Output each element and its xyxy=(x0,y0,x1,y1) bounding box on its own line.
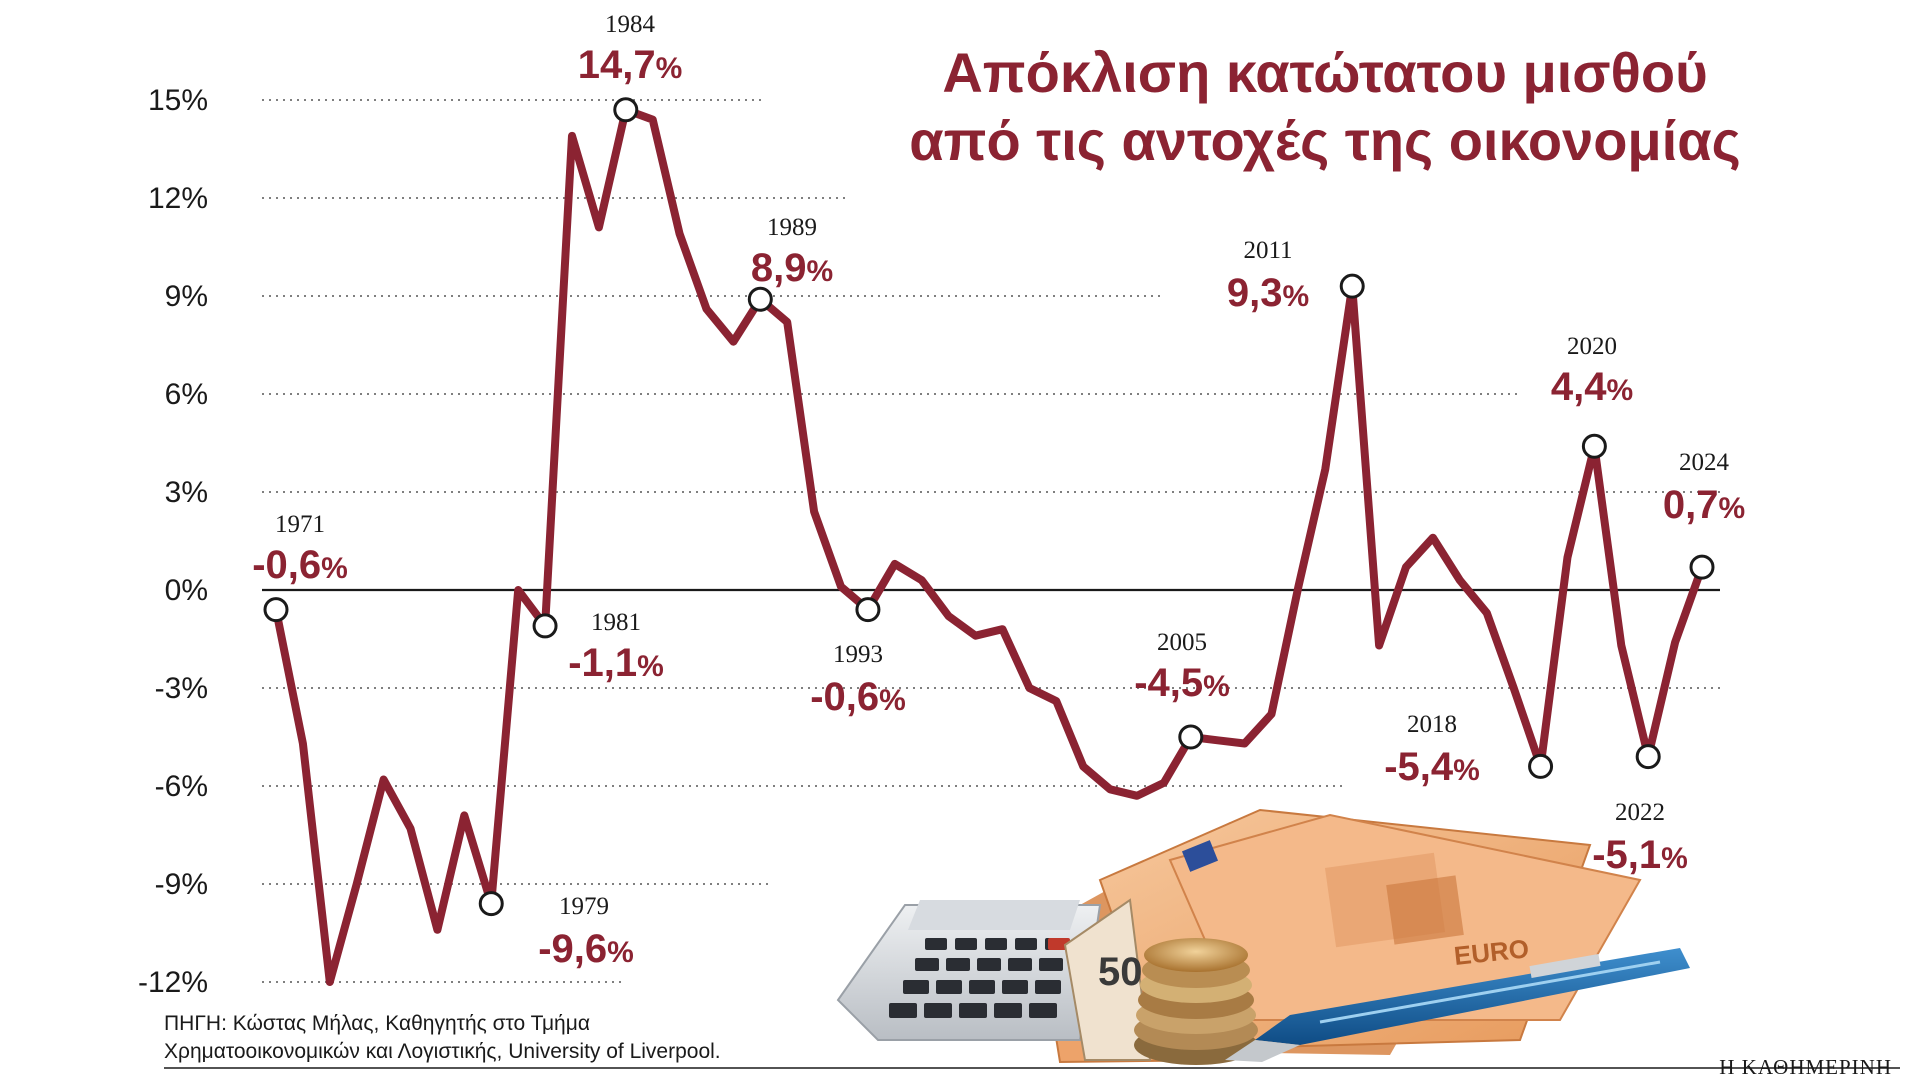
annotation-number: -9,6 xyxy=(538,927,607,971)
annotation-year-1979: 1979 xyxy=(559,893,609,920)
annotation-number: -0,6 xyxy=(810,675,879,719)
annotation-year-2024: 2024 xyxy=(1679,449,1730,476)
annotation-pct: % xyxy=(321,552,348,585)
annotation-year-2005: 2005 xyxy=(1157,629,1207,656)
annotation-pct: % xyxy=(637,650,664,683)
annotation-number: -5,4 xyxy=(1384,745,1454,789)
banknote-value: 50 xyxy=(1098,950,1143,994)
annotation-year-1993: 1993 xyxy=(833,641,883,668)
pen-icon xyxy=(1225,948,1690,1062)
annotation-number: -4,5 xyxy=(1134,661,1203,705)
y-tick-label: -6% xyxy=(155,770,208,803)
y-tick-label: 9% xyxy=(165,280,208,313)
annotation-value-1993: -0,6% xyxy=(810,675,906,719)
y-tick-label: -9% xyxy=(155,868,208,901)
annotation-number: 8,9 xyxy=(751,246,807,290)
annotation-value-2018: -5,4% xyxy=(1384,745,1480,789)
annotation-pct: % xyxy=(1606,374,1633,407)
money-illustration: EURO 50 xyxy=(836,808,1690,1065)
annotation-pct: % xyxy=(656,52,683,85)
marker-2018 xyxy=(1528,753,1554,779)
y-tick-label: -12% xyxy=(138,966,208,999)
annotation-year-1981: 1981 xyxy=(591,609,641,636)
y-tick-label: 12% xyxy=(148,182,208,215)
annotation-year-1971: 1971 xyxy=(275,511,325,538)
annotation-year-2022: 2022 xyxy=(1615,799,1665,826)
annotation-pct: % xyxy=(879,684,906,717)
annotation-pct: % xyxy=(1718,492,1745,525)
annotation-value-2020: 4,4% xyxy=(1551,365,1633,409)
chart-title-line-1: Απόκλιση κατώτατου μισθού xyxy=(942,41,1707,104)
annotation-pct: % xyxy=(1203,670,1230,703)
annotation-value-1981: -1,1% xyxy=(568,641,664,685)
annotation-number: -5,1 xyxy=(1592,833,1661,877)
annotation-value-1989: 8,9% xyxy=(751,246,833,290)
annotation-pct: % xyxy=(806,255,833,288)
marker-2022 xyxy=(1635,744,1661,770)
annotation-year-1989: 1989 xyxy=(767,214,817,241)
annotations: 1971 -0,6% 1979 -9,6% 1981 -1,1% 1984 14… xyxy=(252,11,1745,971)
annotation-value-1984: 14,7% xyxy=(578,43,683,87)
annotation-year-2018: 2018 xyxy=(1407,711,1457,738)
annotation-pct: % xyxy=(1661,842,1688,875)
y-tick-label: 6% xyxy=(165,378,208,411)
calculator-icon xyxy=(836,900,1102,1041)
annotation-year-2011: 2011 xyxy=(1243,237,1292,264)
marker-1981 xyxy=(532,613,558,639)
annotation-number: 4,4 xyxy=(1551,365,1607,409)
marker-1989 xyxy=(747,286,773,312)
annotation-value-2011: 9,3% xyxy=(1227,271,1309,315)
marker-1984 xyxy=(613,97,639,123)
annotation-number: 9,3 xyxy=(1227,271,1283,315)
chart-title-line-2: από τις αντοχές της οικονομίας xyxy=(909,109,1741,172)
fifty-note-icon: 50 xyxy=(1063,898,1152,1061)
source-line-1: ΠΗΓΗ: Κώστας Μήλας, Καθηγητής στο Τμήμα xyxy=(164,1012,590,1035)
annotation-pct: % xyxy=(1282,280,1309,313)
y-tick-label: -3% xyxy=(155,672,208,705)
annotation-number: -1,1 xyxy=(568,641,637,685)
coins-icon xyxy=(1134,938,1258,1065)
marker-2020 xyxy=(1581,433,1607,459)
marker-1971 xyxy=(263,597,289,623)
y-tick-label: 15% xyxy=(148,84,208,117)
y-tick-label: 3% xyxy=(165,476,208,509)
annotation-value-2005: -4,5% xyxy=(1134,661,1230,705)
annotation-value-2022: -5,1% xyxy=(1592,833,1688,877)
annotation-pct: % xyxy=(1453,754,1480,787)
marker-2011 xyxy=(1339,273,1365,299)
annotation-value-2024: 0,7% xyxy=(1663,483,1745,527)
annotation-year-2020: 2020 xyxy=(1567,333,1617,360)
marker-2005 xyxy=(1178,724,1204,750)
gridlines xyxy=(262,99,1720,983)
annotation-number: 0,7 xyxy=(1663,483,1719,527)
annotation-number: 14,7 xyxy=(578,43,656,87)
markers xyxy=(263,97,1715,917)
y-tick-label: 0% xyxy=(165,574,208,607)
marker-1993 xyxy=(855,597,881,623)
annotation-value-1979: -9,6% xyxy=(538,927,634,971)
brand-logo: Η ΚΑΘΗΜΕΡΙΝΗ xyxy=(1719,1055,1892,1079)
annotation-pct: % xyxy=(607,936,634,969)
marker-1979 xyxy=(478,891,504,917)
y-axis: 15% 12% 9% 6% 3% 0% -3% -6% -9% -12% xyxy=(138,84,208,999)
marker-2024 xyxy=(1689,554,1715,580)
annotation-year-1984: 1984 xyxy=(605,11,656,38)
annotation-number: -0,6 xyxy=(252,543,321,587)
series-line xyxy=(272,105,1706,986)
source-line-2: Χρηματοοικονομικών και Λογιστικής, Unive… xyxy=(164,1040,721,1063)
annotation-value-1971: -0,6% xyxy=(252,543,348,587)
